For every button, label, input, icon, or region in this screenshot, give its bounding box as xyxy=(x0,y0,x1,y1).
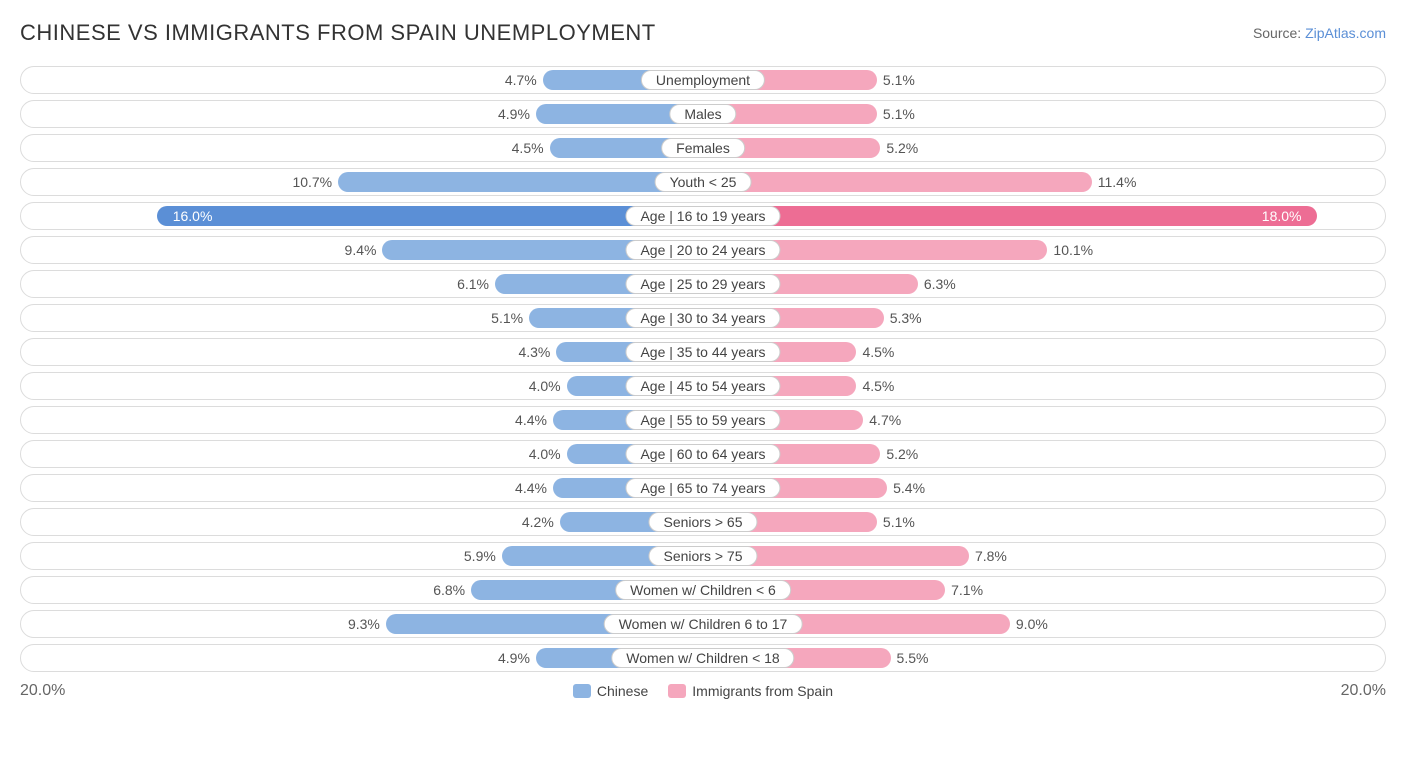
category-label: Age | 45 to 54 years xyxy=(625,376,780,396)
category-label: Age | 25 to 29 years xyxy=(625,274,780,294)
chart-footer: 20.0% Chinese Immigrants from Spain 20.0… xyxy=(20,682,1386,700)
source-prefix: Source: xyxy=(1253,25,1305,41)
value-left: 16.0% xyxy=(173,208,213,224)
bar-left xyxy=(338,172,703,192)
value-left: 9.4% xyxy=(345,242,377,258)
chart-row: 4.2% 5.1% Seniors > 65 xyxy=(20,508,1386,536)
category-label: Seniors > 65 xyxy=(649,512,758,532)
value-right: 5.1% xyxy=(883,72,915,88)
chart-row: 4.0% 4.5% Age | 45 to 54 years xyxy=(20,372,1386,400)
value-right: 4.5% xyxy=(862,344,894,360)
legend-label-left: Chinese xyxy=(597,683,648,699)
value-right: 4.5% xyxy=(862,378,894,394)
category-label: Unemployment xyxy=(641,70,765,90)
category-label: Age | 60 to 64 years xyxy=(625,444,780,464)
value-right: 5.2% xyxy=(886,140,918,156)
axis-left-max: 20.0% xyxy=(20,682,65,700)
legend-item-right: Immigrants from Spain xyxy=(668,683,833,699)
value-right: 6.3% xyxy=(924,276,956,292)
category-label: Women w/ Children < 18 xyxy=(611,648,794,668)
category-label: Age | 65 to 74 years xyxy=(625,478,780,498)
value-left: 4.7% xyxy=(505,72,537,88)
value-left: 5.9% xyxy=(464,548,496,564)
value-right: 7.8% xyxy=(975,548,1007,564)
category-label: Age | 55 to 59 years xyxy=(625,410,780,430)
chart-row: 16.0% 18.0% Age | 16 to 19 years xyxy=(20,202,1386,230)
category-label: Age | 20 to 24 years xyxy=(625,240,780,260)
chart-row: 4.7% 5.1% Unemployment xyxy=(20,66,1386,94)
category-label: Women w/ Children 6 to 17 xyxy=(604,614,803,634)
value-left: 5.1% xyxy=(491,310,523,326)
value-left: 4.9% xyxy=(498,106,530,122)
value-right: 5.3% xyxy=(890,310,922,326)
value-left: 6.1% xyxy=(457,276,489,292)
chart-row: 6.8% 7.1% Women w/ Children < 6 xyxy=(20,576,1386,604)
value-right: 5.2% xyxy=(886,446,918,462)
chart-row: 4.3% 4.5% Age | 35 to 44 years xyxy=(20,338,1386,366)
category-label: Males xyxy=(669,104,736,124)
category-label: Females xyxy=(661,138,745,158)
chart-row: 9.4% 10.1% Age | 20 to 24 years xyxy=(20,236,1386,264)
value-left: 4.0% xyxy=(529,446,561,462)
value-right: 5.1% xyxy=(883,106,915,122)
value-right: 7.1% xyxy=(951,582,983,598)
chart-row: 10.7% 11.4% Youth < 25 xyxy=(20,168,1386,196)
chart-row: 4.9% 5.1% Males xyxy=(20,100,1386,128)
legend-label-right: Immigrants from Spain xyxy=(692,683,833,699)
legend-swatch-right xyxy=(668,684,686,698)
value-right: 5.5% xyxy=(897,650,929,666)
legend-swatch-left xyxy=(573,684,591,698)
chart-title: CHINESE VS IMMIGRANTS FROM SPAIN UNEMPLO… xyxy=(20,20,656,46)
value-left: 4.9% xyxy=(498,650,530,666)
chart-row: 4.9% 5.5% Women w/ Children < 18 xyxy=(20,644,1386,672)
value-right: 4.7% xyxy=(869,412,901,428)
value-left: 6.8% xyxy=(433,582,465,598)
value-right: 5.1% xyxy=(883,514,915,530)
chart-row: 4.5% 5.2% Females xyxy=(20,134,1386,162)
value-right: 11.4% xyxy=(1098,174,1137,190)
chart-row: 6.1% 6.3% Age | 25 to 29 years xyxy=(20,270,1386,298)
category-label: Age | 35 to 44 years xyxy=(625,342,780,362)
chart-row: 5.1% 5.3% Age | 30 to 34 years xyxy=(20,304,1386,332)
value-right: 5.4% xyxy=(893,480,925,496)
value-left: 4.0% xyxy=(529,378,561,394)
chart-row: 4.4% 4.7% Age | 55 to 59 years xyxy=(20,406,1386,434)
value-right: 9.0% xyxy=(1016,616,1048,632)
chart-row: 4.4% 5.4% Age | 65 to 74 years xyxy=(20,474,1386,502)
category-label: Women w/ Children < 6 xyxy=(615,580,791,600)
value-left: 4.5% xyxy=(512,140,544,156)
legend-item-left: Chinese xyxy=(573,683,648,699)
value-left: 10.7% xyxy=(292,174,332,190)
bar-right xyxy=(703,172,1092,192)
chart-header: CHINESE VS IMMIGRANTS FROM SPAIN UNEMPLO… xyxy=(20,20,1386,46)
chart-source: Source: ZipAtlas.com xyxy=(1253,25,1386,41)
category-label: Age | 16 to 19 years xyxy=(625,206,780,226)
value-left: 4.2% xyxy=(522,514,554,530)
category-label: Age | 30 to 34 years xyxy=(625,308,780,328)
category-label: Youth < 25 xyxy=(655,172,752,192)
chart-row: 4.0% 5.2% Age | 60 to 64 years xyxy=(20,440,1386,468)
chart-row: 5.9% 7.8% Seniors > 75 xyxy=(20,542,1386,570)
value-left: 4.3% xyxy=(518,344,550,360)
category-label: Seniors > 75 xyxy=(649,546,758,566)
value-right: 18.0% xyxy=(1262,208,1302,224)
value-right: 10.1% xyxy=(1053,242,1093,258)
bar-right xyxy=(703,206,1317,226)
source-link[interactable]: ZipAtlas.com xyxy=(1305,25,1386,41)
bar-left xyxy=(157,206,703,226)
chart-row: 9.3% 9.0% Women w/ Children 6 to 17 xyxy=(20,610,1386,638)
value-left: 4.4% xyxy=(515,412,547,428)
value-left: 4.4% xyxy=(515,480,547,496)
value-left: 9.3% xyxy=(348,616,380,632)
chart-legend: Chinese Immigrants from Spain xyxy=(573,683,833,699)
chart-area: 4.7% 5.1% Unemployment 4.9% 5.1% Males 4.5% 5.2… xyxy=(20,66,1386,672)
axis-right-max: 20.0% xyxy=(1341,682,1386,700)
